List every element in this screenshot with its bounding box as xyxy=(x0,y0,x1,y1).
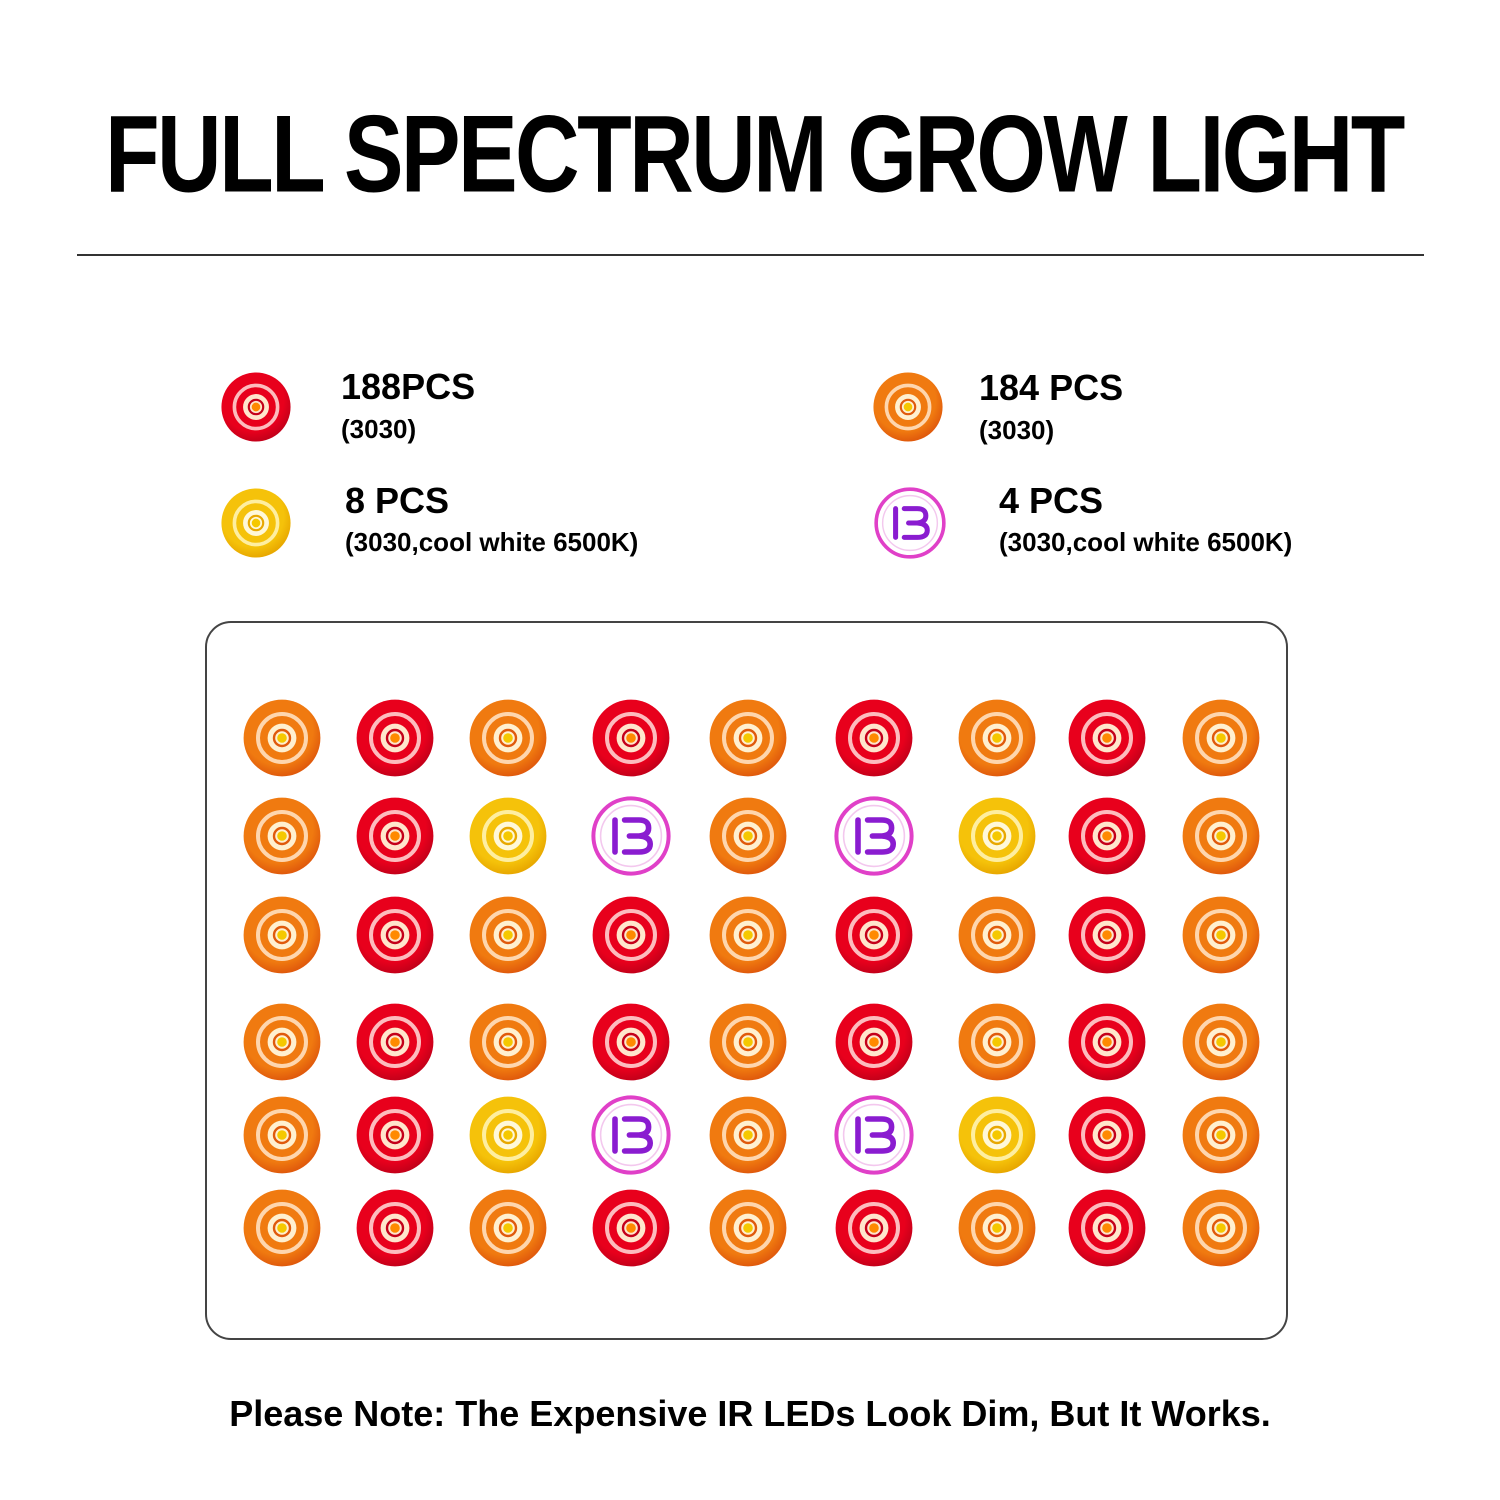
orange-led-1-9 xyxy=(1182,699,1260,777)
legend-orange-spec: (3030) xyxy=(979,415,1055,445)
orange-led-1-1 xyxy=(243,699,321,777)
purple-led-5-4 xyxy=(591,1095,671,1175)
red-led-4-4 xyxy=(592,1003,670,1081)
red-led-5-2 xyxy=(356,1096,434,1174)
orange-led-6-5 xyxy=(709,1189,787,1267)
orange-led-4-5 xyxy=(709,1003,787,1081)
footer-note: Please Note: The Expensive IR LEDs Look … xyxy=(229,1393,1271,1434)
orange-led-1-3 xyxy=(469,699,547,777)
red-led-4-2 xyxy=(356,1003,434,1081)
red-led-4-6 xyxy=(835,1003,913,1081)
yellow-led-5-3 xyxy=(469,1096,547,1174)
legend-red-count: 188PCS xyxy=(341,366,476,407)
purple-led-5-6 xyxy=(834,1095,914,1175)
red-led-3-6 xyxy=(835,896,913,974)
red-led-3-2 xyxy=(356,896,434,974)
legend-purple-spec: (3030,cool white 6500K) xyxy=(999,527,1293,557)
legend-purple-count: 4 PCS xyxy=(999,480,1104,521)
orange-led-2-5 xyxy=(709,797,787,875)
legend-yellow-count: 8 PCS xyxy=(345,480,450,521)
red-led-1-8 xyxy=(1068,699,1146,777)
orange-led-3-1 xyxy=(243,896,321,974)
yellow-led-5-7 xyxy=(958,1096,1036,1174)
orange-led-2-9 xyxy=(1182,797,1260,875)
orange-led-1-7 xyxy=(958,699,1036,777)
orange-led-3-9 xyxy=(1182,896,1260,974)
orange-led-6-1 xyxy=(243,1189,321,1267)
orange-led-4-1 xyxy=(243,1003,321,1081)
red-led-4-8 xyxy=(1068,1003,1146,1081)
red-led-1-2 xyxy=(356,699,434,777)
red-led-6-8 xyxy=(1068,1189,1146,1267)
orange-led-3-5 xyxy=(709,896,787,974)
purple-led-2-4 xyxy=(591,796,671,876)
yellow-led-icon xyxy=(220,487,292,559)
red-led-3-8 xyxy=(1068,896,1146,974)
legend-orange-count: 184 PCS xyxy=(979,367,1124,408)
red-led-1-6 xyxy=(835,699,913,777)
red-led-6-6 xyxy=(835,1189,913,1267)
yellow-led-2-7 xyxy=(958,797,1036,875)
orange-led-3-3 xyxy=(469,896,547,974)
title-divider xyxy=(77,254,1424,256)
orange-led-6-7 xyxy=(958,1189,1036,1267)
yellow-led-2-3 xyxy=(469,797,547,875)
red-led-2-2 xyxy=(356,797,434,875)
red-led-1-4 xyxy=(592,699,670,777)
orange-led-6-3 xyxy=(469,1189,547,1267)
orange-led-6-9 xyxy=(1182,1189,1260,1267)
red-led-3-4 xyxy=(592,896,670,974)
orange-led-3-7 xyxy=(958,896,1036,974)
page-title: FULL SPECTRUM GROW LIGHT xyxy=(105,94,1405,216)
red-led-6-4 xyxy=(592,1189,670,1267)
orange-led-4-3 xyxy=(469,1003,547,1081)
orange-led-5-9 xyxy=(1182,1096,1260,1174)
orange-led-1-5 xyxy=(709,699,787,777)
red-led-6-2 xyxy=(356,1189,434,1267)
legend-red-spec: (3030) xyxy=(341,414,417,444)
orange-led-icon xyxy=(872,371,944,443)
orange-led-4-9 xyxy=(1182,1003,1260,1081)
orange-led-4-7 xyxy=(958,1003,1036,1081)
orange-led-2-1 xyxy=(243,797,321,875)
red-led-2-8 xyxy=(1068,797,1146,875)
red-led-icon xyxy=(220,371,292,443)
orange-led-5-5 xyxy=(709,1096,787,1174)
legend-yellow-spec: (3030,cool white 6500K) xyxy=(345,527,639,557)
purple-led-2-6 xyxy=(834,796,914,876)
led-panel xyxy=(205,621,1288,1340)
orange-led-5-1 xyxy=(243,1096,321,1174)
red-led-5-8 xyxy=(1068,1096,1146,1174)
purple-led-icon xyxy=(874,487,946,559)
